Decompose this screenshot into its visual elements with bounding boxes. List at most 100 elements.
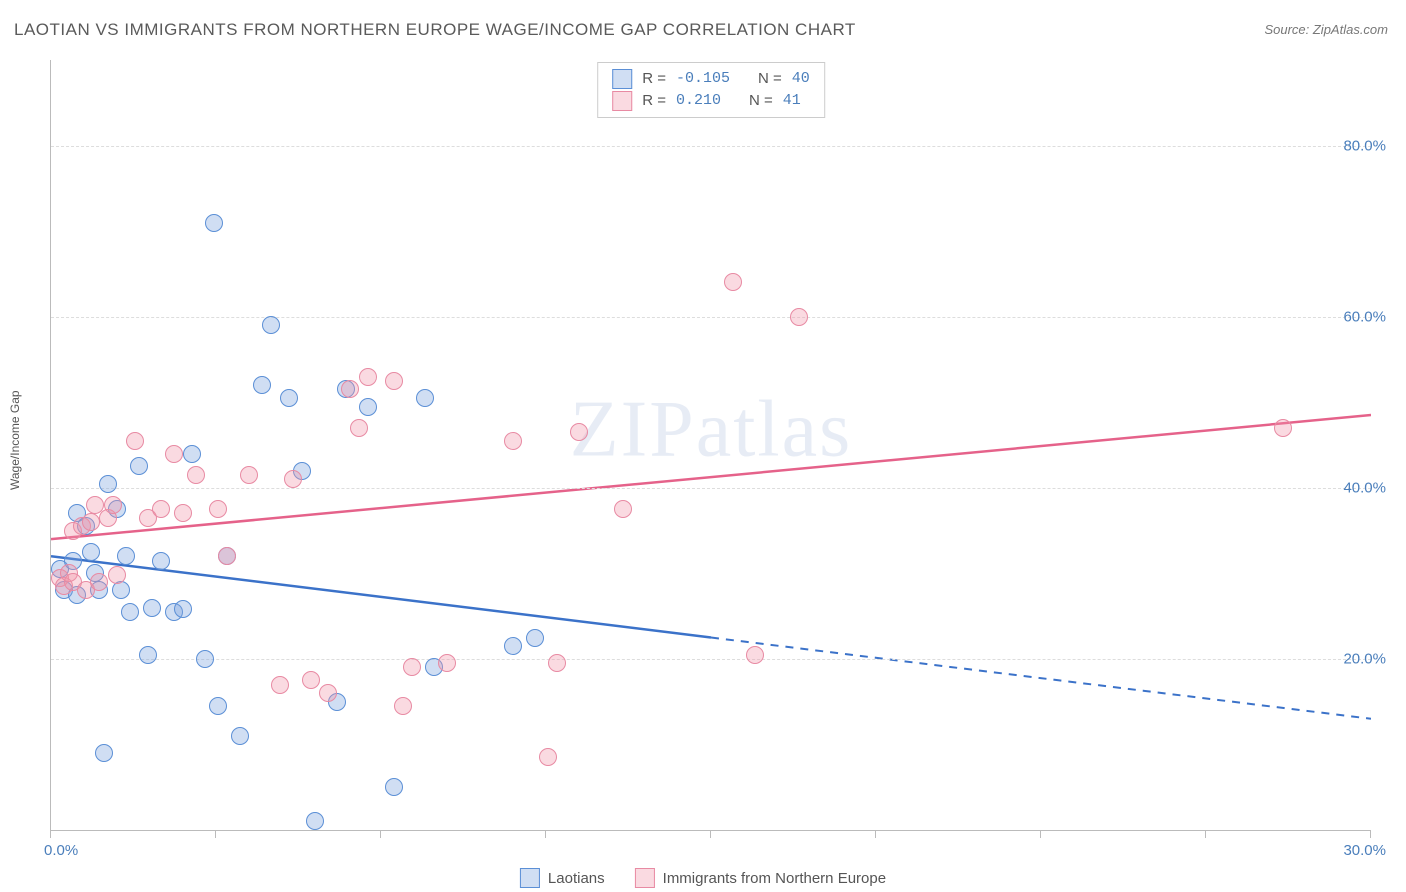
data-point [174, 600, 192, 618]
x-tick-mark [875, 830, 876, 838]
x-axis-min-label: 0.0% [44, 842, 78, 859]
source-name: ZipAtlas.com [1313, 22, 1388, 37]
data-point [302, 671, 320, 689]
stats-swatch [612, 91, 632, 111]
data-point [205, 214, 223, 232]
data-point [196, 650, 214, 668]
data-point [350, 419, 368, 437]
data-point [504, 637, 522, 655]
legend-label: Immigrants from Northern Europe [663, 870, 886, 887]
source-attribution: Source: ZipAtlas.com [1264, 22, 1388, 37]
data-point [209, 500, 227, 518]
y-axis-label: Wage/Income Gap [8, 390, 22, 490]
data-point [262, 316, 280, 334]
x-tick-mark [215, 830, 216, 838]
data-point [130, 457, 148, 475]
data-point [1274, 419, 1292, 437]
n-value: 41 [783, 90, 801, 112]
data-point [614, 500, 632, 518]
stats-swatch [612, 69, 632, 89]
y-tick-label: 60.0% [1343, 308, 1386, 325]
data-point [359, 398, 377, 416]
data-point [121, 603, 139, 621]
data-point [90, 573, 108, 591]
legend-item: Immigrants from Northern Europe [635, 868, 886, 888]
r-value: -0.105 [676, 68, 730, 90]
data-point [341, 380, 359, 398]
legend-swatch [520, 868, 540, 888]
r-label: R = [642, 68, 666, 90]
data-point [82, 513, 100, 531]
data-point [570, 423, 588, 441]
n-label: N = [758, 68, 782, 90]
data-point [104, 496, 122, 514]
data-point [231, 727, 249, 745]
x-tick-mark [545, 830, 546, 838]
data-point [174, 504, 192, 522]
data-point [790, 308, 808, 326]
data-point [99, 475, 117, 493]
gridline [51, 488, 1371, 489]
chart-container: LAOTIAN VS IMMIGRANTS FROM NORTHERN EURO… [0, 0, 1406, 892]
n-label: N = [749, 90, 773, 112]
data-point [183, 445, 201, 463]
legend-swatch [635, 868, 655, 888]
data-point [209, 697, 227, 715]
watermark-text: ZIPatlas [570, 384, 853, 475]
x-tick-mark [1040, 830, 1041, 838]
data-point [139, 646, 157, 664]
data-point [394, 697, 412, 715]
y-tick-label: 40.0% [1343, 479, 1386, 496]
data-point [108, 566, 126, 584]
x-axis-max-label: 30.0% [1343, 842, 1386, 859]
x-tick-mark [1370, 830, 1371, 838]
data-point [548, 654, 566, 672]
gridline [51, 146, 1371, 147]
data-point [385, 778, 403, 796]
data-point [271, 676, 289, 694]
trend-line-dashed [711, 638, 1371, 719]
data-point [385, 372, 403, 390]
data-point [143, 599, 161, 617]
chart-title: LAOTIAN VS IMMIGRANTS FROM NORTHERN EURO… [14, 20, 856, 40]
plot-area: ZIPatlas R =-0.105N =40R = 0.210N =41 [50, 60, 1371, 831]
data-point [112, 581, 130, 599]
data-point [539, 748, 557, 766]
data-point [82, 543, 100, 561]
n-value: 40 [792, 68, 810, 90]
data-point [218, 547, 236, 565]
stats-row: R = -0.105 N = 40 [612, 68, 810, 90]
x-tick-mark [1205, 830, 1206, 838]
data-point [359, 368, 377, 386]
r-value: 0.210 [676, 90, 721, 112]
legend-item: Laotians [520, 868, 605, 888]
gridline [51, 317, 1371, 318]
data-point [117, 547, 135, 565]
data-point [306, 812, 324, 830]
y-tick-label: 80.0% [1343, 137, 1386, 154]
data-point [165, 445, 183, 463]
data-point [280, 389, 298, 407]
data-point [319, 684, 337, 702]
data-point [504, 432, 522, 450]
trend-line-solid [51, 556, 711, 637]
data-point [95, 744, 113, 762]
data-point [438, 654, 456, 672]
data-point [746, 646, 764, 664]
data-point [152, 500, 170, 518]
data-point [416, 389, 434, 407]
data-point [724, 273, 742, 291]
data-point [284, 470, 302, 488]
data-point [526, 629, 544, 647]
data-point [187, 466, 205, 484]
data-point [126, 432, 144, 450]
legend-label: Laotians [548, 870, 605, 887]
r-label: R = [642, 90, 666, 112]
data-point [240, 466, 258, 484]
legend: Laotians Immigrants from Northern Europe [520, 868, 886, 888]
gridline [51, 659, 1371, 660]
data-point [253, 376, 271, 394]
data-point [403, 658, 421, 676]
source-prefix: Source: [1264, 22, 1312, 37]
y-tick-label: 20.0% [1343, 650, 1386, 667]
